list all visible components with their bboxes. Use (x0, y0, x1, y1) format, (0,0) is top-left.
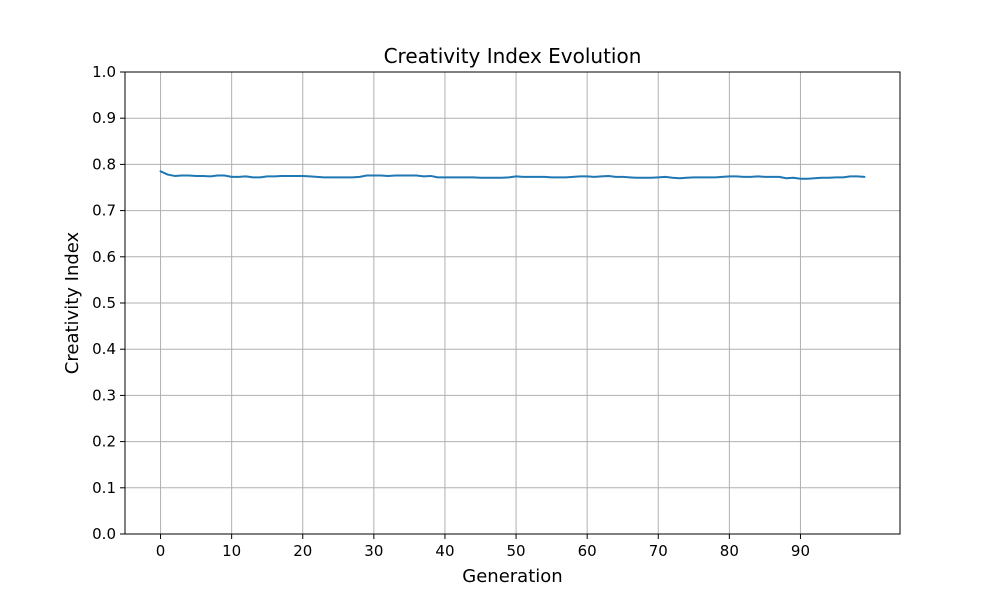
x-tick-label: 80 (720, 542, 739, 560)
y-tick-label: 0.1 (92, 479, 116, 497)
y-tick-label: 0.4 (92, 340, 116, 358)
x-tick-label: 50 (507, 542, 526, 560)
y-tick-label: 0.7 (92, 202, 116, 220)
x-tick-label: 30 (364, 542, 383, 560)
chart-title: Creativity Index Evolution (384, 44, 642, 68)
y-tick-label: 0.6 (92, 248, 116, 266)
x-tick-label: 90 (791, 542, 810, 560)
x-axis-label: Generation (462, 566, 562, 587)
series-layer (159, 170, 866, 180)
y-axis-label: Creativity Index (62, 231, 83, 374)
ticks: 0 10 20 30 40 50 60 70 80 90 0.0 0.1 0.2 0.3 0.4 0.5 0.6… (92, 63, 810, 560)
y-tick-label: 0.3 (92, 386, 116, 404)
series-line (159, 170, 866, 180)
x-tick-label: 10 (222, 542, 241, 560)
x-tick-label: 60 (578, 542, 597, 560)
x-tick-label: 0 (156, 542, 166, 560)
x-tick-label: 40 (435, 542, 454, 560)
y-tick-label: 0.5 (92, 294, 116, 312)
x-tick-label: 20 (293, 542, 312, 560)
y-tick-label: 0.0 (92, 525, 116, 543)
x-tick-label: 70 (649, 542, 668, 560)
y-tick-label: 1.0 (92, 63, 116, 81)
y-tick-label: 0.2 (92, 433, 116, 451)
y-tick-label: 0.9 (92, 109, 116, 127)
y-tick-label: 0.8 (92, 155, 116, 173)
